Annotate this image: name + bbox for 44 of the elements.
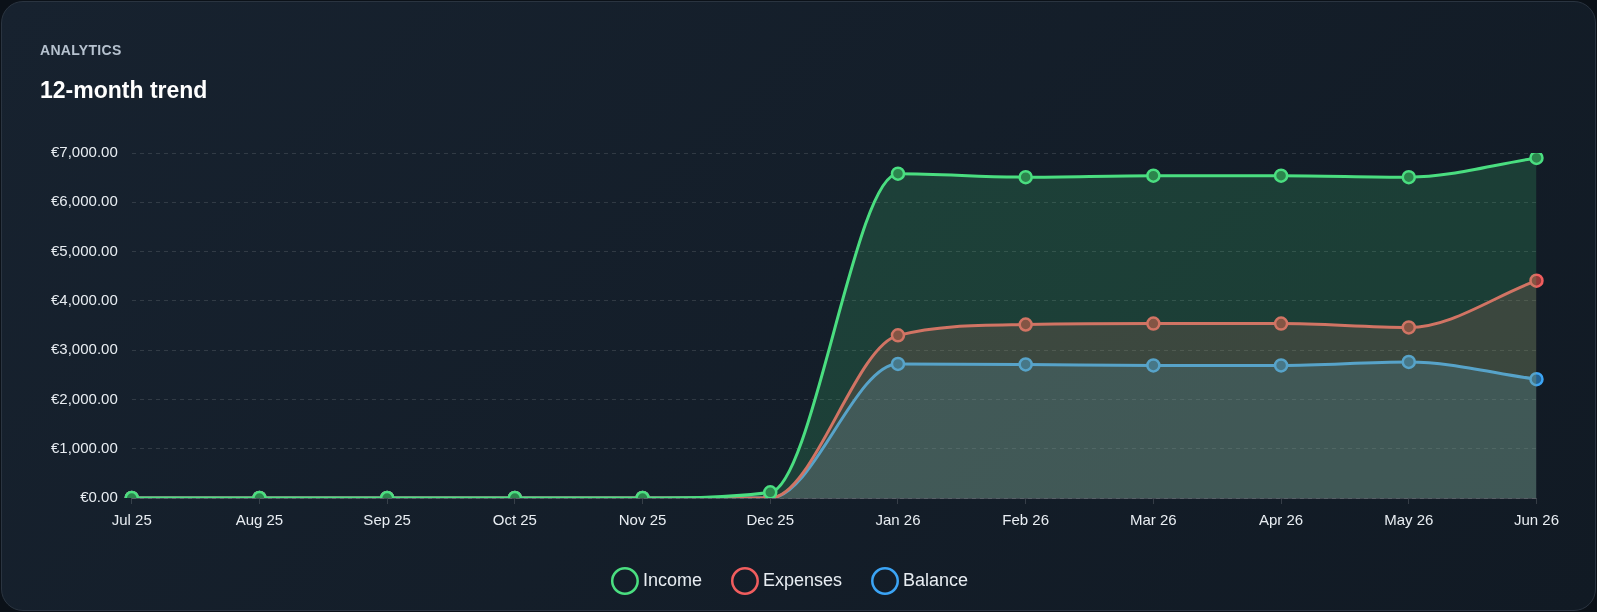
x-tick-label: Jan 26 [875, 511, 921, 529]
point [1018, 169, 1033, 185]
point [1529, 273, 1544, 288]
point [1273, 316, 1289, 331]
y-tick-label: €5,000.00 [51, 241, 118, 259]
point [1401, 169, 1417, 185]
chart-subtitle: ANALYTICS [40, 42, 122, 58]
point [890, 356, 906, 372]
y-tick-label: €4,000.00 [51, 291, 118, 308]
x-tick-label: Jun 26 [1513, 511, 1560, 529]
y-tick-label: €6,000.00 [51, 192, 118, 210]
y-tick-label: €1,000.00 [51, 438, 118, 456]
x-tick-label: May 26 [1384, 511, 1434, 529]
x-tick-label: Aug 25 [235, 511, 284, 529]
point [1018, 317, 1033, 332]
point [1146, 316, 1161, 331]
point [763, 485, 778, 498]
point [1273, 358, 1289, 373]
legend-label: Income [642, 569, 702, 590]
x-tick-label: Jul 25 [111, 511, 152, 529]
y-tick-label: €7,000.00 [51, 143, 118, 161]
chart-title: 12-month trend [40, 77, 208, 104]
point [1529, 153, 1544, 166]
x-tick-label: Dec 25 [746, 511, 795, 529]
x-tick-label: Apr 26 [1258, 511, 1304, 529]
point [1273, 168, 1289, 183]
point [1401, 354, 1417, 370]
point [890, 166, 906, 181]
x-tick-label: Mar 26 [1130, 511, 1177, 529]
point [1401, 320, 1417, 335]
y-tick-label: €3,000.00 [51, 340, 118, 358]
y-tick-label: €0.00 [80, 488, 118, 506]
y-tick-label: €2,000.00 [51, 389, 118, 407]
point [1146, 168, 1161, 183]
legend-label: Balance [903, 569, 969, 590]
point [1529, 371, 1544, 387]
x-tick-label: Oct 25 [492, 511, 537, 529]
legend-label: Expenses [762, 569, 843, 590]
point [890, 328, 906, 343]
x-tick-label: Feb 26 [1002, 511, 1050, 529]
point [1146, 358, 1161, 373]
point [1018, 357, 1033, 372]
x-tick-label: Sep 25 [363, 511, 411, 529]
x-tick-label: Nov 25 [618, 511, 667, 529]
